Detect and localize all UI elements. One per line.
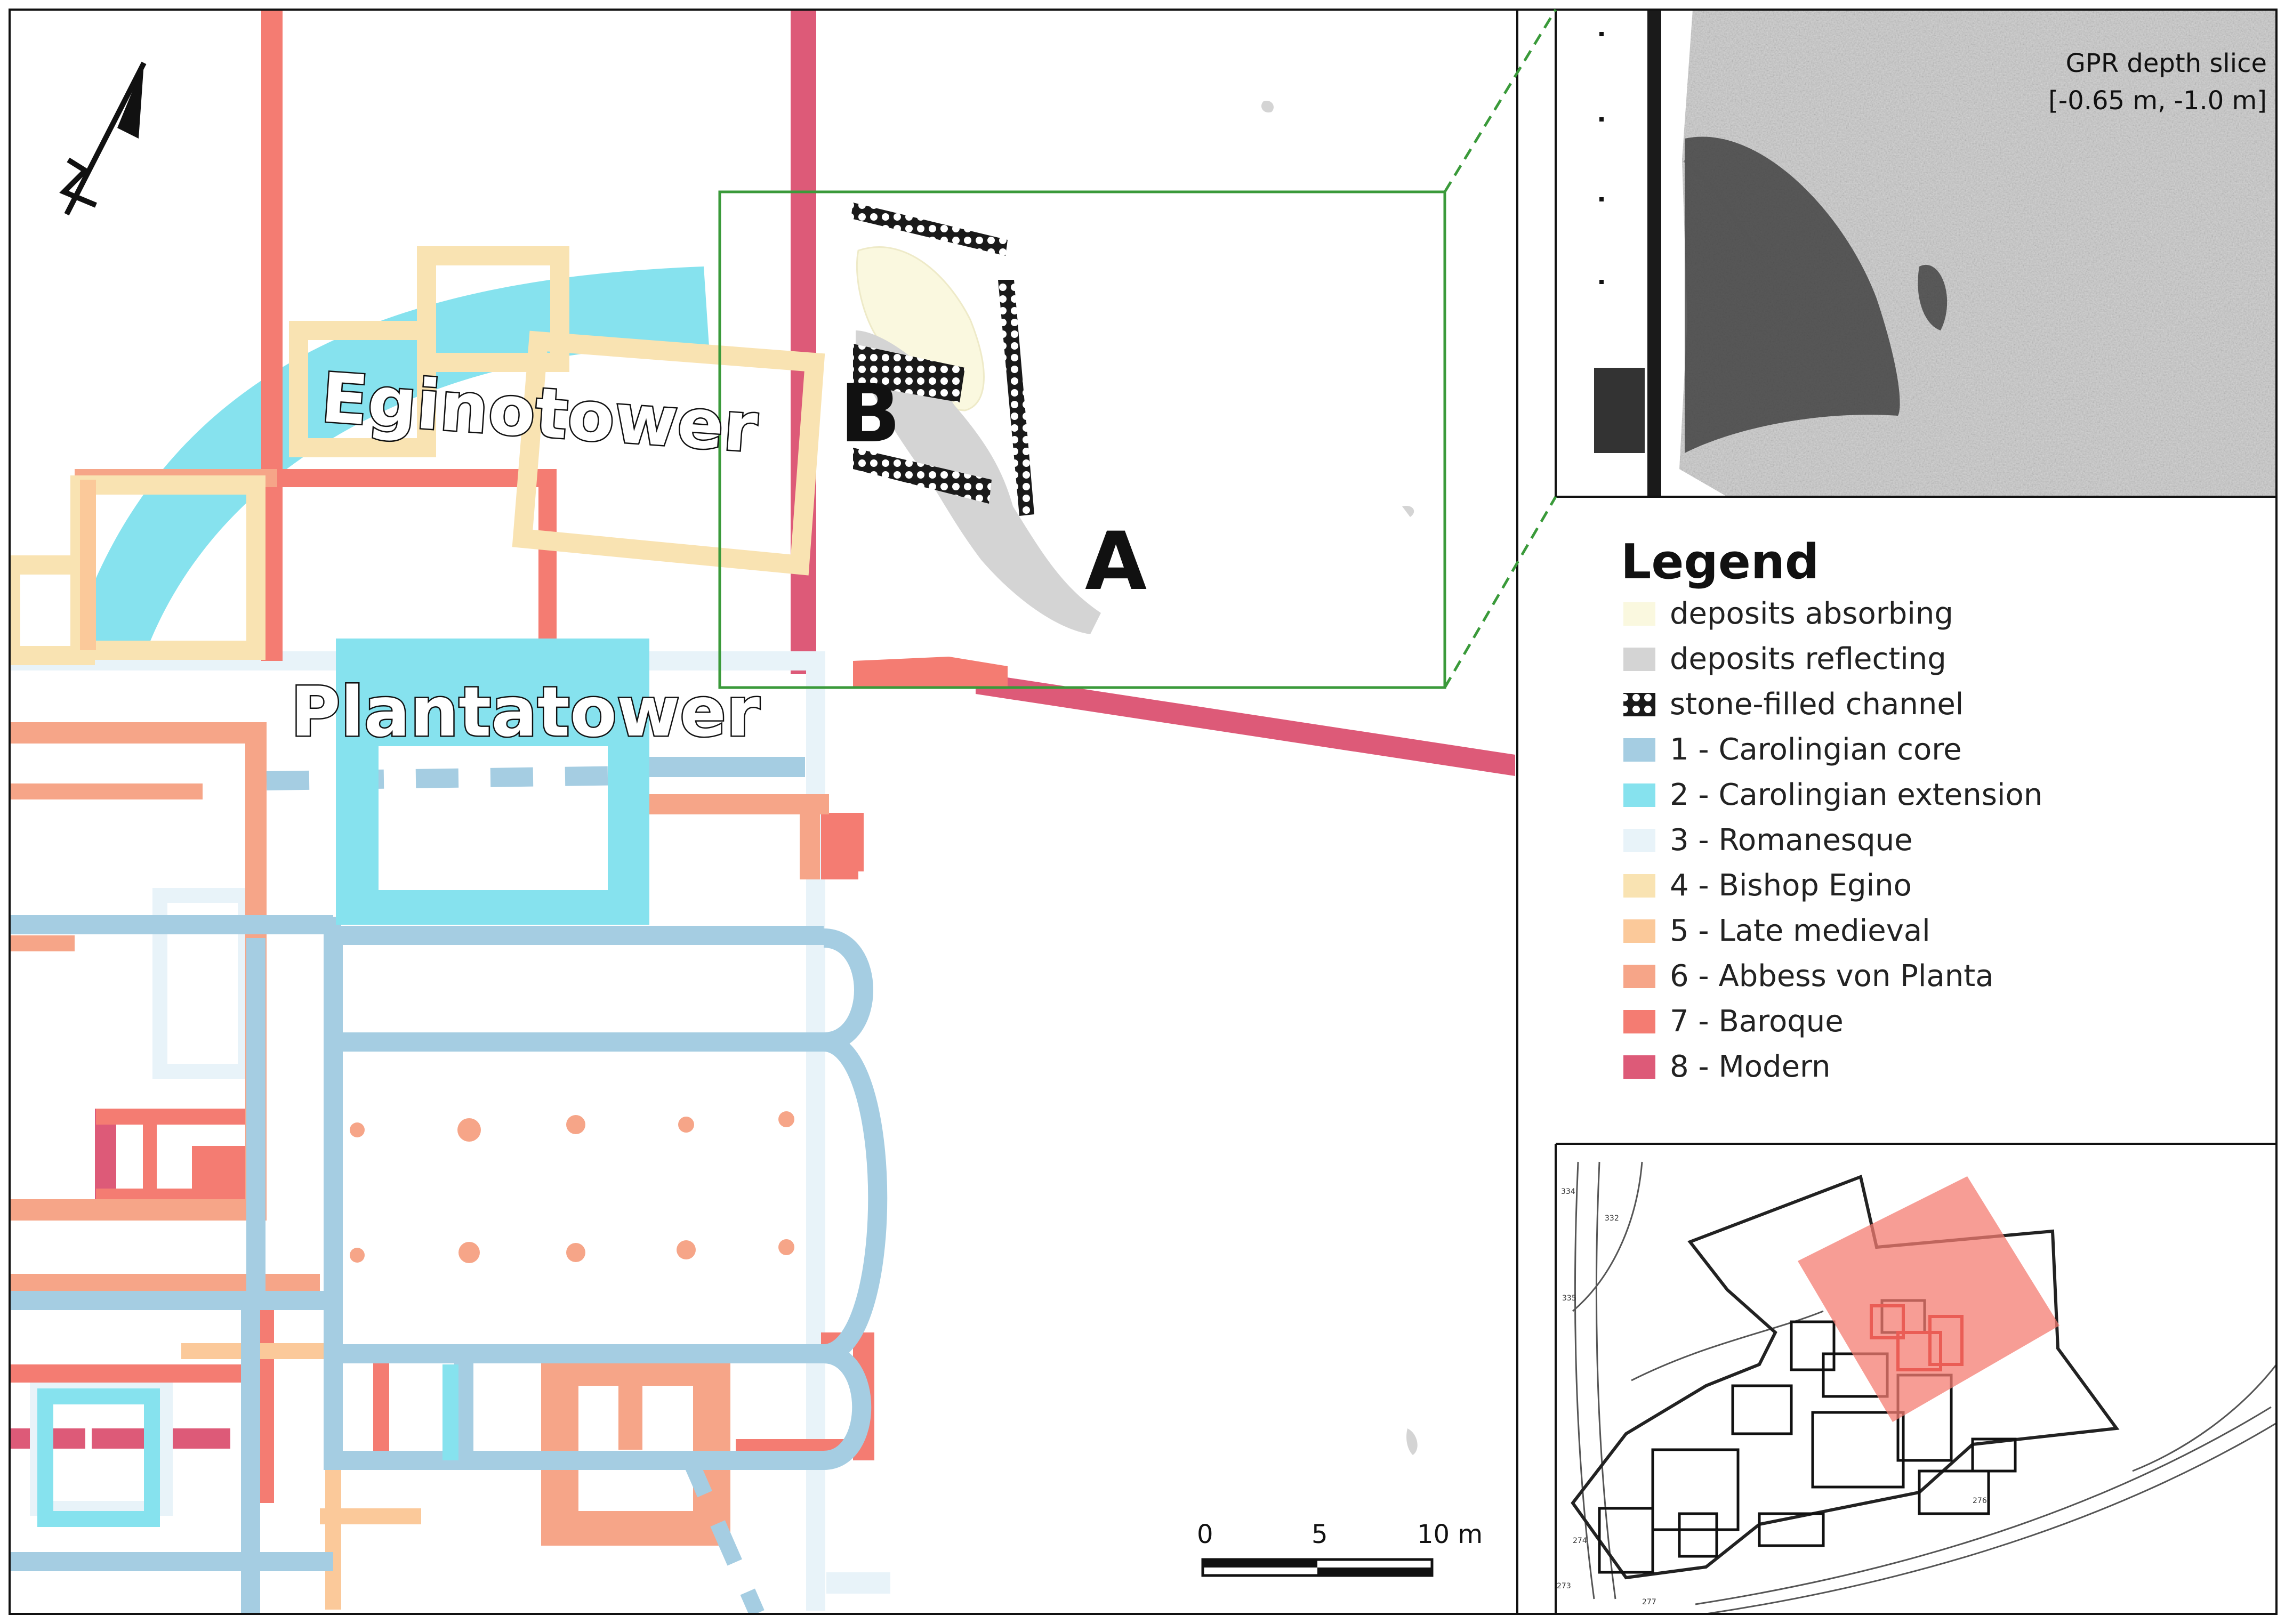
parcel-334: 334 [1561, 1187, 1575, 1196]
legend-item-label: deposits absorbing [1670, 596, 1953, 631]
parcel-332: 332 [1605, 1214, 1619, 1223]
legend-item-label: 6 - Abbess von Planta [1670, 959, 1994, 993]
scale-tick-5: 5 [1312, 1520, 1328, 1549]
legend-item-label: 5 - Late medieval [1670, 914, 1930, 948]
legend-swatch-5 [1623, 829, 1655, 852]
legend-item-label: 7 - Baroque [1670, 1004, 1844, 1039]
legend-swatch-1 [1623, 648, 1655, 671]
legend-item-label: 2 - Carolingian extension [1670, 778, 2042, 812]
overview-inset: 334 332 335 276 274 273 277 [1556, 1144, 2276, 1614]
label-b: B [840, 368, 900, 460]
legend-swatch-4 [1623, 783, 1655, 807]
parcel-335: 335 [1562, 1294, 1576, 1303]
gpr-title-line1: GPR depth slice [2066, 49, 2267, 78]
parcel-274: 274 [1573, 1537, 1587, 1545]
overview-highlight [1798, 1176, 2059, 1422]
plantatower-label: Plantatower [291, 673, 760, 752]
legend-item-label: stone-filled channel [1670, 687, 1964, 722]
plantatower-block [336, 639, 649, 925]
main-map-panel: Eginotower Plantatower B A 0 5 10 m [11, 11, 1515, 1613]
legend-swatch-3 [1623, 738, 1655, 762]
legend-swatch-2 [1623, 693, 1655, 716]
legend-swatch-8 [1623, 965, 1655, 988]
legend-swatch-6 [1623, 874, 1655, 898]
scale-tick-0: 0 [1197, 1520, 1213, 1549]
legend-item-label: 4 - Bishop Egino [1670, 868, 1912, 903]
gpr-title-line2: [-0.65 m, -1.0 m] [2048, 86, 2267, 116]
carolingian-extension-arc [69, 266, 709, 650]
parcel-276: 276 [1973, 1497, 1987, 1505]
legend-item-label: 3 - Romanesque [1670, 823, 1913, 858]
extension-pieces [37, 1364, 458, 1527]
legend-items: deposits absorbing deposits reflecting sto… [1623, 596, 2042, 1084]
north-arrow-icon [59, 61, 147, 216]
gpr-connector-lines [1443, 9, 1557, 689]
scale-bar: 0 5 10 m [1197, 1520, 1483, 1577]
gpr-area-frame [718, 190, 1446, 689]
gpr-inset: GPR depth slice [-0.65 m, -1.0 m] [1556, 10, 2276, 497]
panel-borders [9, 9, 2278, 1615]
legend: Legend deposits absorbing deposits reflec… [1621, 534, 2042, 1084]
legend-swatch-7 [1623, 919, 1655, 943]
parcel-273: 273 [1557, 1582, 1571, 1590]
legend-title: Legend [1621, 534, 1819, 590]
label-a: A [1085, 515, 1147, 608]
parcel-277: 277 [1642, 1598, 1656, 1606]
legend-swatch-9 [1623, 1010, 1655, 1033]
legend-item-label: deposits reflecting [1670, 642, 1946, 676]
scale-tick-10: 10 m [1417, 1520, 1483, 1549]
legend-swatch-10 [1623, 1055, 1655, 1079]
legend-item-label: 8 - Modern [1670, 1049, 1831, 1084]
carolingian-core-dashed [266, 766, 765, 1613]
legend-item-label: 1 - Carolingian core [1670, 732, 1962, 767]
legend-swatch-0 [1623, 602, 1655, 626]
stone-filled-channels [851, 203, 1034, 516]
